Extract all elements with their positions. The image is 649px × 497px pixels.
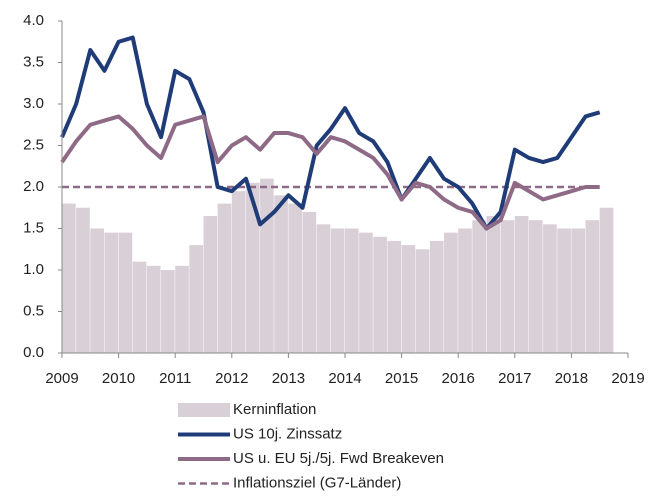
legend-swatch [178,403,230,417]
bar [359,232,373,353]
y-tick-label: 0.0 [23,344,44,361]
bar [175,265,189,353]
y-tick-label: 1.0 [23,261,44,278]
legend-label: Inflationsziel (G7-Länder) [233,474,401,491]
bar [500,220,515,353]
bar [161,270,175,353]
bar [274,195,288,353]
bar [429,240,444,353]
bar [260,178,274,353]
x-tick-label: 2016 [442,370,475,387]
y-tick-label: 3.0 [23,95,44,112]
bar [415,249,430,353]
bar [288,203,303,353]
bar [189,245,203,353]
bar [401,245,416,353]
bar [76,207,90,353]
x-tick-label: 2011 [159,370,191,387]
bar [302,211,317,353]
y-tick-label: 2.0 [23,178,44,195]
bar [528,220,543,353]
bar [62,203,76,353]
bar [387,240,402,353]
legend-label: US u. EU 5j./5j. Fwd Breakeven [233,450,444,467]
legend-label: Kerninflation [233,401,316,418]
bar [217,203,232,353]
y-tick-label: 3.5 [23,53,44,70]
bar [104,232,119,353]
y-tick-label: 2.5 [23,136,44,153]
bar [585,220,600,353]
bar [571,228,586,353]
bar [599,207,614,353]
x-tick-label: 2015 [385,370,418,387]
bar [330,228,345,353]
x-tick-label: 2012 [215,370,248,387]
bar [316,224,331,353]
bar [90,228,104,353]
bar [543,224,557,353]
legend-label: US 10j. Zinssatz [233,425,342,442]
x-tick-label: 2013 [272,370,305,387]
bar [118,232,133,353]
bar [245,182,260,353]
bar [444,232,458,353]
y-tick-label: 4.0 [23,12,44,29]
bar [146,265,161,353]
bar [458,228,472,353]
x-tick-label: 2010 [102,370,135,387]
bar [486,216,501,353]
y-tick-label: 1.5 [23,219,44,236]
bar [132,261,147,353]
line-series [60,114,600,231]
bar [557,228,571,353]
bar [231,191,246,353]
bar [472,220,486,353]
x-tick-label: 2019 [611,370,644,387]
bar [203,216,218,353]
x-tick-label: 2009 [45,370,78,387]
bar [345,228,359,353]
x-tick-label: 2017 [498,370,531,387]
y-tick-label: 0.5 [23,302,44,319]
bar [373,236,387,353]
line-series [60,35,601,231]
bar [514,216,529,353]
x-tick-label: 2014 [328,370,361,387]
x-tick-label: 2018 [555,370,588,387]
